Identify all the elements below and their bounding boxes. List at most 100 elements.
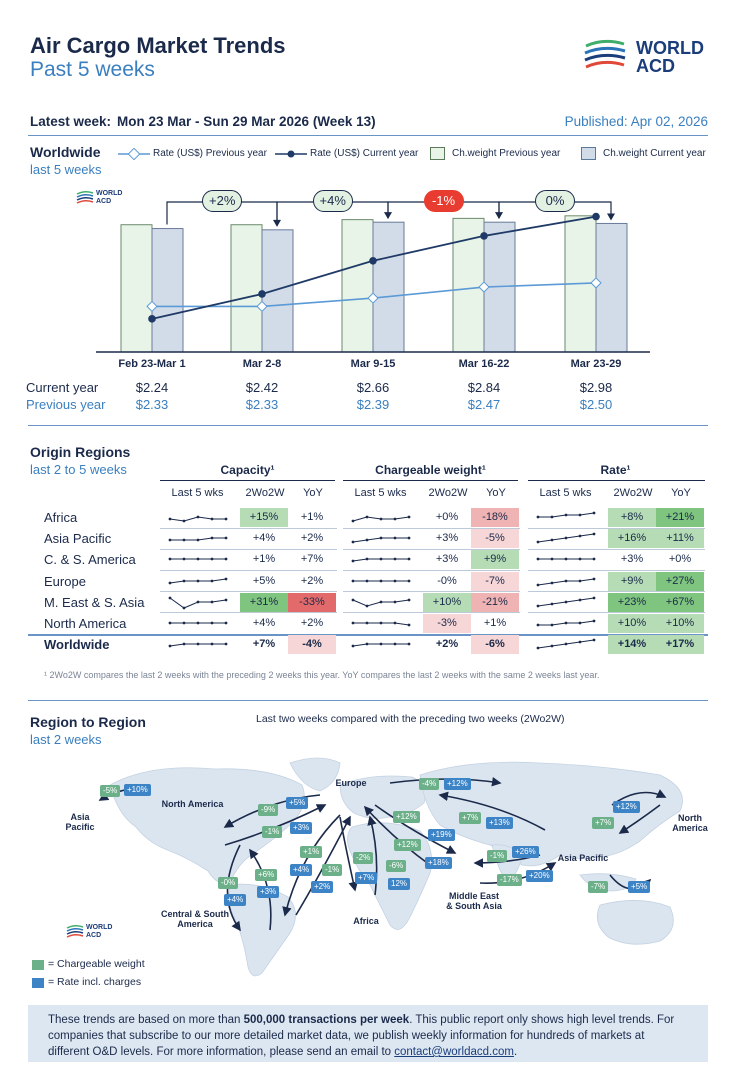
bar-cw-current-year (595, 222, 628, 353)
tag-chargeable-weight: +6% (255, 869, 278, 881)
divider (28, 700, 708, 701)
small-logo-swoosh-icon (66, 924, 84, 938)
sparkline (536, 638, 596, 650)
logo-line1: WORLD (636, 38, 704, 58)
worldwide-separator (28, 634, 708, 636)
legend-cw-label: = Chargeable weight (48, 958, 145, 970)
map-label-asia-pacific-left: Asia Pacific (65, 812, 95, 832)
metric-cell: +2% (300, 574, 324, 587)
origin-subtitle: last 2 to 5 weeks (30, 462, 127, 477)
map-label-csa: Central & South America (160, 909, 229, 929)
rate-previous-year: $2.39 (356, 397, 390, 412)
metric-cell: +23% (608, 592, 656, 612)
rate-previous-year: $2.33 (135, 397, 169, 412)
published-date: Published: Apr 02, 2026 (564, 114, 708, 129)
arrow-eu-to-me (374, 804, 457, 854)
subheader: Last 5 wks (171, 487, 224, 499)
logo-swoosh-icon (584, 39, 626, 69)
map-label-north-america-left: North America (161, 799, 224, 809)
sparkline (168, 577, 228, 584)
footer-text-1: These trends are based on more than (48, 1014, 244, 1026)
region-name: Worldwide (44, 637, 110, 653)
point-rate-previous-year (256, 300, 268, 313)
week-label: Mar 9-15 (350, 358, 396, 370)
metric-cell: +11% (656, 529, 704, 549)
metric-cell: +16% (608, 529, 656, 549)
sparkline (536, 619, 596, 627)
change-arrowhead (607, 213, 615, 221)
tag-rate: +13% (486, 817, 513, 829)
rate-previous-year: $2.33 (245, 397, 279, 412)
metric-cell: +2% (435, 638, 459, 651)
divider (28, 425, 708, 426)
bar-cw-current-year (151, 228, 184, 353)
subheader: YoY (486, 487, 506, 499)
small-logo-line1: WORLD (86, 924, 113, 931)
tag-chargeable-weight: -7% (588, 881, 609, 893)
sparkline (351, 536, 411, 544)
metric-cell: -5% (471, 529, 519, 549)
point-rate-current-year (369, 257, 377, 265)
group-capacity-header: Capacity¹ (220, 463, 275, 477)
metric-cell: -6% (471, 635, 519, 655)
subheader: 2Wo2W (613, 487, 653, 499)
current-year-label: Current year (26, 380, 99, 395)
row-separator (528, 591, 705, 593)
page-title: Air Cargo Market Trends (30, 33, 286, 58)
metric-cell: +0% (435, 511, 459, 523)
tag-rate: +19% (428, 829, 455, 841)
change-label: +4% (312, 190, 353, 212)
tag-rate: +5% (286, 797, 309, 809)
tag-rate: +3% (290, 822, 313, 834)
latest-week-label: Latest week: (30, 114, 112, 129)
row-separator (343, 591, 520, 593)
metric-cell: +1% (300, 511, 324, 523)
tag-rate: +20% (526, 870, 553, 882)
metric-cell: +5% (252, 574, 276, 587)
continent-asia (419, 761, 683, 867)
week-label: Mar 16-22 (458, 358, 510, 370)
logo-line2: ACD (636, 56, 675, 76)
sparkline (351, 515, 411, 523)
region-name: Asia Pacific (44, 531, 112, 547)
rate-previous-year: $2.50 (579, 397, 613, 412)
sparkline (536, 577, 596, 586)
row-separator (343, 527, 520, 529)
map-label-asia-pacific-right: Asia Pacific (557, 853, 609, 863)
point-rate-current-year (258, 290, 266, 298)
tag-chargeable-weight: -9% (258, 804, 279, 816)
rate-current-year: $2.42 (245, 380, 279, 395)
metric-cell: +2% (300, 532, 324, 545)
bar-cw-previous-year (452, 217, 485, 353)
sparkline (351, 642, 411, 648)
tag-rate: +2% (311, 881, 334, 893)
tag-rate: +10% (124, 784, 151, 796)
metric-cell: +1% (483, 617, 507, 629)
small-logo-line2: ACD (86, 932, 102, 939)
tag-rate: +12% (444, 778, 471, 790)
rate-current-year: $2.66 (356, 380, 390, 395)
tag-chargeable-weight: +1% (300, 846, 323, 858)
metric-cell: -0% (437, 574, 457, 587)
metric-cell: +7% (252, 638, 276, 651)
row-separator (528, 527, 705, 529)
subheader: Last 5 wks (539, 487, 592, 499)
week-label: Feb 23-Mar 1 (118, 358, 186, 370)
tag-chargeable-weight: -0% (218, 877, 239, 889)
contact-email-link[interactable]: contact@worldacd.com (394, 1046, 514, 1058)
subheader: 2Wo2W (245, 487, 285, 499)
bar-cw-previous-year (120, 224, 153, 353)
region-name: North America (44, 616, 127, 631)
row-separator (160, 569, 337, 571)
arrow-me-to-eu (363, 805, 431, 866)
region-name: Europe (44, 573, 86, 589)
week-label: Mar 2-8 (242, 358, 282, 370)
legend-rate-cur: Rate (US$) Current year (310, 148, 419, 159)
metric-cell: -7% (471, 571, 519, 591)
region-name: C. & S. America (44, 552, 136, 568)
arrow-eu-to-csa (282, 814, 341, 917)
rate-previous-year: $2.47 (467, 397, 501, 412)
row-separator (528, 548, 705, 550)
worldwide-chart (96, 201, 650, 353)
r2r-subtitle: last 2 weeks (30, 732, 102, 747)
